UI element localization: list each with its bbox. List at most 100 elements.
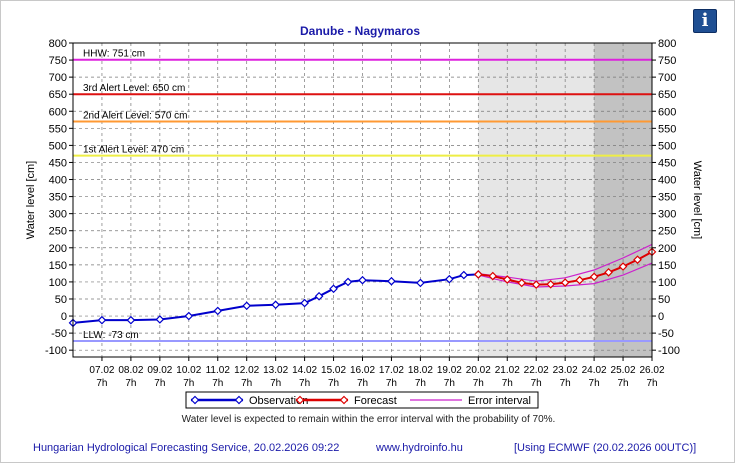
legend-box [185,391,539,409]
x-tick-label-date: 18.02 [408,365,433,376]
x-tick-label-hour: 7h [299,378,310,389]
forecast-point [604,268,613,277]
x-tick-label-date: 12.02 [234,365,259,376]
x-tick-label-hour: 7h [96,378,107,389]
observation-point [97,315,107,325]
footer-model: [Using ECMWF (20.02.2026 00UTC)] [514,442,697,454]
observation-point [184,311,194,321]
y-tick-label-left: 550 [49,123,67,135]
y-tick-label-left: 450 [49,157,67,169]
reference-line-label: LLW: -73 cm [83,330,139,341]
y-tick-label-right: 150 [658,260,676,272]
legend-swatch-marker [339,395,349,405]
y-tick-label-left: 50 [55,294,67,306]
x-tick-label-date: 07.02 [89,365,114,376]
observation-point [329,284,338,294]
legend-label: Observation [249,395,308,407]
y-tick-label-right: 350 [658,192,676,204]
x-tick-label-date: 26.02 [639,365,664,376]
y-tick-label-right: 50 [658,294,670,306]
x-tick-label-hour: 7h [241,378,252,389]
x-tick-label-date: 13.02 [263,365,288,376]
x-tick-label-date: 24.02 [582,365,607,376]
observation-point [459,270,469,280]
x-tick-label-date: 25.02 [611,365,636,376]
forecast-point [589,272,599,282]
observation-point [300,298,309,308]
forecast-point [517,278,527,288]
y-tick-label-right: -50 [658,328,674,340]
y-tick-label-right: 700 [658,72,676,84]
y-tick-label-right: 450 [658,157,676,169]
legend-label: Error interval [468,395,531,407]
info-icon: i [701,10,709,31]
x-tick-label-hour: 7h [617,378,628,389]
reference-line-label: 3rd Alert Level: 650 cm [83,83,185,94]
footer-service: Hungarian Hydrological Forecasting Servi… [33,442,340,454]
x-tick-label-date: 20.02 [466,365,491,376]
y-axis-label-left: Water level [cm] [25,161,37,239]
legend-swatch-marker [234,395,244,405]
x-tick-label-hour: 7h [560,378,571,389]
y-tick-label-right: 200 [658,243,676,255]
x-tick-label-hour: 7h [328,378,339,389]
y-tick-label-left: 250 [49,226,67,238]
probability-note: Water level is expected to remain within… [181,414,556,425]
plot-border [72,42,653,358]
y-tick-label-right: 300 [658,209,676,221]
x-tick-label-hour: 7h [646,378,657,389]
y-tick-label-left: 500 [49,140,67,152]
y-tick-label-right: 750 [658,55,676,67]
observation-point [358,275,367,285]
forecast-point [546,279,556,289]
y-tick-label-right: 800 [658,38,676,50]
y-tick-label-left: 300 [49,209,67,221]
forecast-point [502,275,512,284]
x-tick-label-hour: 7h [531,378,542,389]
reference-line-label: 1st Alert Level: 470 cm [83,145,184,156]
y-tick-label-left: 100 [49,277,67,289]
legend-label: Forecast [354,395,397,407]
y-tick-label-right: 550 [658,123,676,135]
y-tick-label-right: 0 [658,311,664,323]
legend-swatch-marker [190,395,200,405]
y-tick-label-left: 400 [49,175,67,187]
y-tick-label-right: 600 [658,106,676,118]
x-tick-label-hour: 7h [386,378,397,389]
observation-point [155,315,165,324]
y-tick-label-left: 600 [49,106,67,118]
info-button[interactable]: i [693,9,717,33]
y-tick-label-right: 500 [658,140,676,152]
forecast-point [575,275,584,285]
forecast-point [531,280,541,289]
x-tick-label-date: 09.02 [147,365,172,376]
y-axis-label-right: Water level [cm] [691,161,703,239]
footer-website-link[interactable]: www.hydroinfo.hu [376,442,463,454]
y-tick-label-right: 650 [658,89,676,101]
y-tick-label-left: 350 [49,192,67,204]
y-tick-label-right: 400 [658,175,676,187]
y-tick-label-left: 650 [49,89,67,101]
y-tick-label-right: -100 [658,345,680,357]
x-tick-label-hour: 7h [357,378,368,389]
x-tick-label-hour: 7h [212,378,223,389]
forecast-point [473,270,483,279]
forecast-point [633,255,642,265]
x-tick-label-date: 14.02 [292,365,317,376]
x-tick-label-hour: 7h [444,378,455,389]
x-tick-label-date: 21.02 [495,365,520,376]
observation-point [213,306,223,316]
observation-line [72,273,479,324]
y-tick-label-left: -100 [45,345,67,357]
x-tick-label-hour: 7h [183,378,194,389]
y-tick-label-left: -50 [51,328,67,340]
x-tick-label-hour: 7h [415,378,426,389]
x-tick-label-date: 16.02 [350,365,375,376]
y-tick-label-left: 700 [49,72,67,84]
observation-point [314,291,324,301]
observation-point [445,274,454,284]
x-tick-label-date: 23.02 [553,365,578,376]
observation-point [242,301,252,311]
x-tick-label-date: 22.02 [524,365,549,376]
